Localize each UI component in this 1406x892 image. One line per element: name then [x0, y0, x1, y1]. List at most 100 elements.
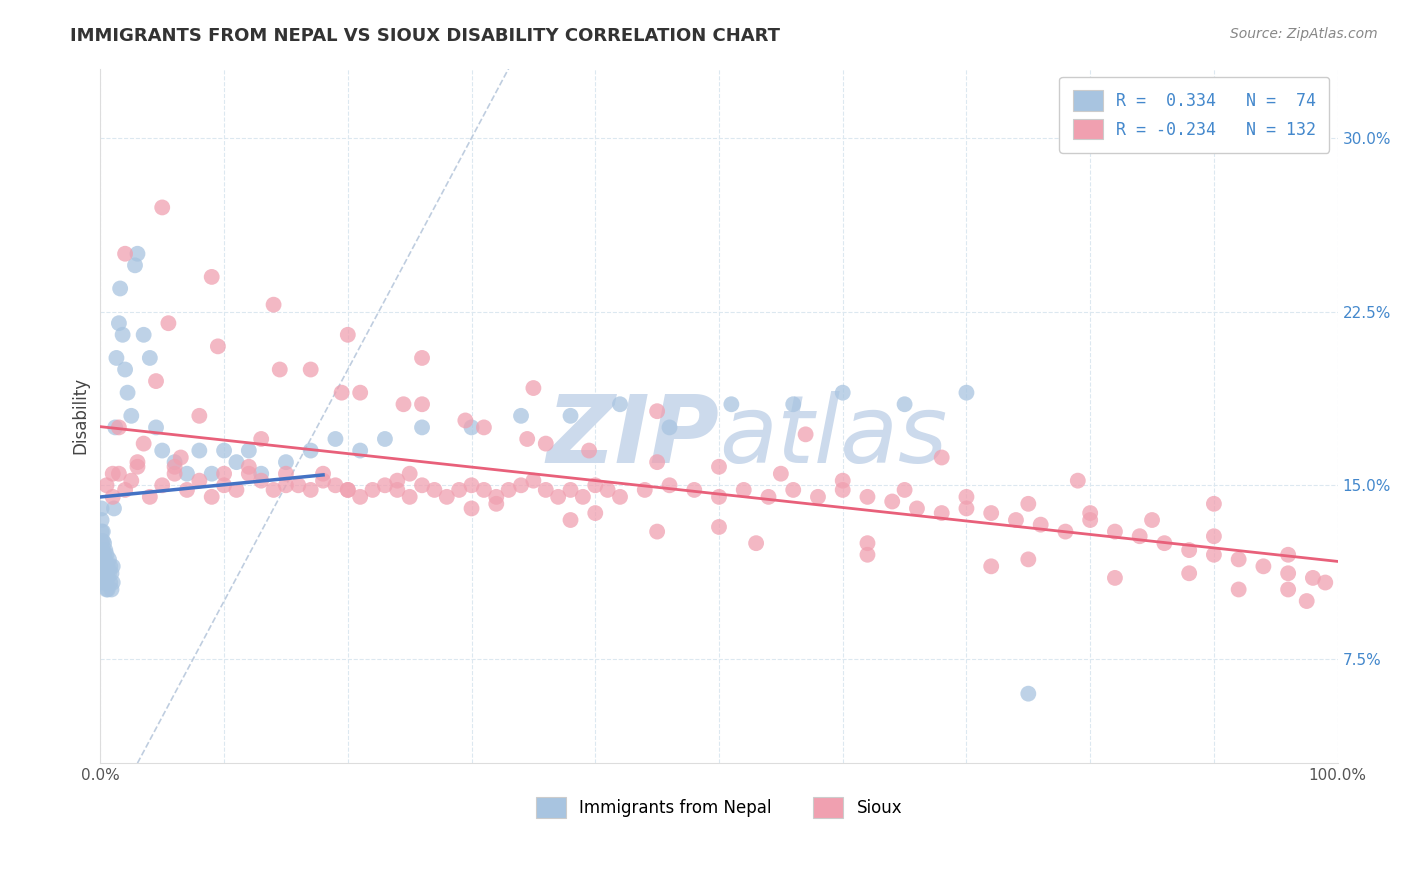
- Point: [980, 559, 1002, 574]
- Point: [1253, 559, 1275, 574]
- Point: [97, 559, 120, 574]
- Point: [97, 571, 120, 585]
- Point: [1054, 524, 1077, 539]
- Point: [101, 575, 124, 590]
- Point: [510, 409, 533, 423]
- Point: [782, 483, 804, 497]
- Point: [955, 501, 977, 516]
- Point: [90, 501, 112, 516]
- Point: [349, 385, 371, 400]
- Point: [411, 420, 433, 434]
- Point: [1005, 513, 1028, 527]
- Point: [522, 474, 544, 488]
- Point: [411, 478, 433, 492]
- Point: [1227, 582, 1250, 597]
- Point: [91, 575, 114, 590]
- Point: [91, 533, 114, 548]
- Point: [139, 490, 162, 504]
- Point: [449, 483, 471, 497]
- Point: [349, 443, 371, 458]
- Point: [1178, 566, 1201, 581]
- Point: [1129, 529, 1152, 543]
- Point: [111, 327, 134, 342]
- Point: [1017, 687, 1039, 701]
- Point: [150, 443, 173, 458]
- Point: [274, 478, 297, 492]
- Point: [856, 490, 879, 504]
- Point: [955, 490, 977, 504]
- Point: [330, 385, 353, 400]
- Point: [1067, 474, 1090, 488]
- Point: [93, 571, 115, 585]
- Point: [132, 327, 155, 342]
- Point: [98, 552, 121, 566]
- Point: [91, 524, 114, 539]
- Point: [93, 548, 115, 562]
- Point: [139, 351, 162, 365]
- Point: [1029, 517, 1052, 532]
- Point: [101, 490, 124, 504]
- Point: [312, 474, 335, 488]
- Point: [103, 501, 125, 516]
- Point: [145, 420, 167, 434]
- Point: [127, 459, 149, 474]
- Point: [299, 443, 322, 458]
- Point: [336, 483, 359, 497]
- Point: [472, 483, 495, 497]
- Point: [931, 450, 953, 465]
- Point: [1315, 575, 1337, 590]
- Point: [94, 543, 117, 558]
- Point: [263, 483, 285, 497]
- Point: [114, 246, 136, 260]
- Point: [170, 450, 193, 465]
- Point: [411, 397, 433, 411]
- Point: [645, 455, 668, 469]
- Point: [100, 566, 122, 581]
- Point: [274, 455, 297, 469]
- Point: [658, 420, 681, 434]
- Point: [683, 483, 706, 497]
- Point: [120, 409, 142, 423]
- Point: [1277, 566, 1299, 581]
- Point: [411, 351, 433, 365]
- Point: [312, 467, 335, 481]
- Point: [782, 397, 804, 411]
- Point: [96, 559, 118, 574]
- Point: [707, 520, 730, 534]
- Point: [114, 362, 136, 376]
- Point: [931, 506, 953, 520]
- Point: [596, 483, 619, 497]
- Point: [634, 483, 657, 497]
- Point: [207, 339, 229, 353]
- Point: [325, 432, 347, 446]
- Point: [263, 298, 285, 312]
- Point: [1202, 497, 1225, 511]
- Point: [176, 467, 198, 481]
- Point: [472, 420, 495, 434]
- Point: [374, 478, 396, 492]
- Point: [150, 478, 173, 492]
- Point: [498, 483, 520, 497]
- Point: [98, 566, 121, 581]
- Point: [707, 459, 730, 474]
- Point: [980, 506, 1002, 520]
- Point: [201, 490, 224, 504]
- Point: [325, 478, 347, 492]
- Point: [1295, 594, 1317, 608]
- Point: [856, 548, 879, 562]
- Point: [1017, 552, 1039, 566]
- Point: [250, 474, 273, 488]
- Point: [163, 455, 186, 469]
- Point: [90, 536, 112, 550]
- Point: [94, 552, 117, 566]
- Point: [769, 467, 792, 481]
- Point: [163, 459, 186, 474]
- Point: [707, 490, 730, 504]
- Point: [238, 467, 260, 481]
- Point: [1202, 529, 1225, 543]
- Point: [510, 478, 533, 492]
- Point: [1078, 513, 1101, 527]
- Point: [645, 524, 668, 539]
- Point: [105, 351, 128, 365]
- Point: [225, 455, 247, 469]
